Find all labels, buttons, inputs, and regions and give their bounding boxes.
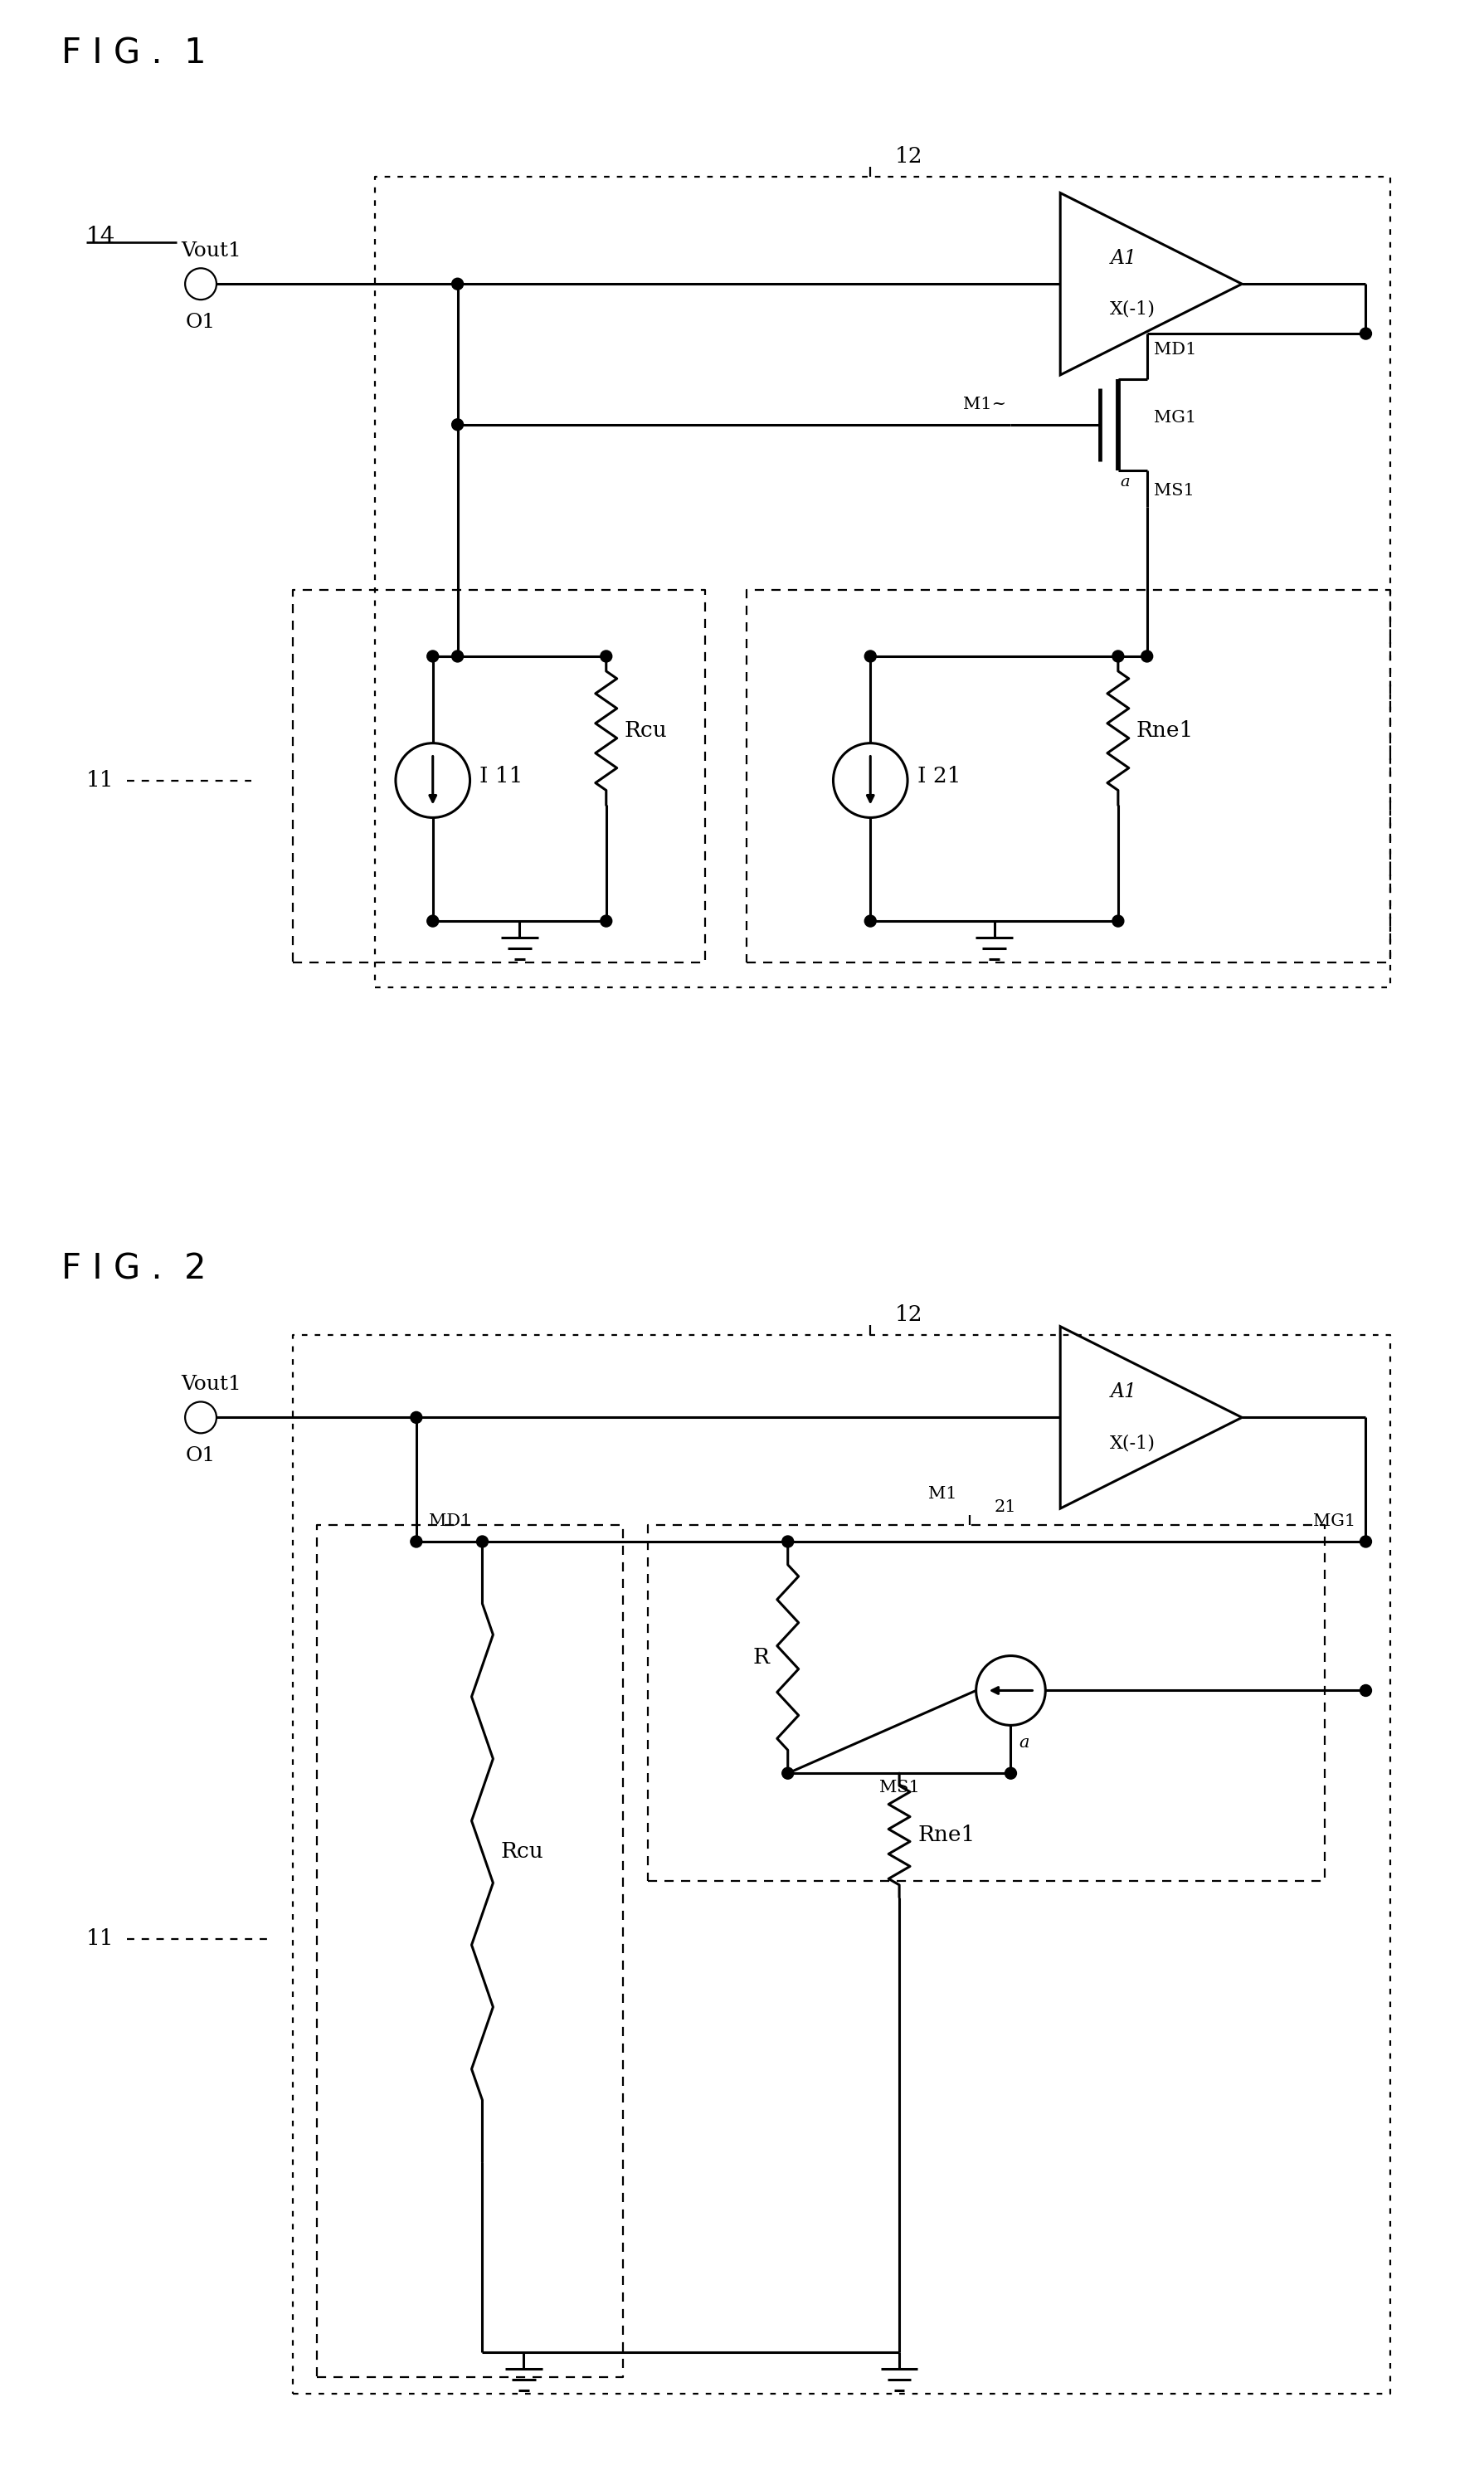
Text: MD1: MD1: [1153, 342, 1196, 357]
Circle shape: [865, 650, 876, 662]
Text: I 11: I 11: [479, 766, 524, 786]
Text: a: a: [1120, 474, 1129, 489]
Text: MS1: MS1: [879, 1781, 920, 1796]
Text: X(-1): X(-1): [1110, 1433, 1156, 1453]
Text: A1: A1: [1110, 248, 1137, 268]
Text: MD1: MD1: [429, 1513, 472, 1530]
Text: Vout1: Vout1: [181, 241, 242, 260]
Text: M1~: M1~: [963, 397, 1006, 412]
Circle shape: [782, 1535, 794, 1548]
Text: R: R: [754, 1647, 770, 1667]
Text: 14: 14: [86, 226, 116, 248]
Text: X(-1): X(-1): [1110, 300, 1156, 317]
Circle shape: [601, 915, 611, 928]
Circle shape: [1113, 915, 1123, 928]
Circle shape: [411, 1535, 421, 1548]
Text: O1: O1: [186, 1446, 215, 1466]
Circle shape: [427, 650, 439, 662]
Text: 21: 21: [994, 1500, 1017, 1515]
Circle shape: [1141, 650, 1153, 662]
Circle shape: [411, 1411, 421, 1424]
Text: Rcu: Rcu: [500, 1843, 543, 1862]
Text: 11: 11: [86, 769, 114, 791]
Text: 11: 11: [86, 1929, 114, 1949]
Circle shape: [451, 650, 463, 662]
Text: I 21: I 21: [917, 766, 962, 786]
Circle shape: [1113, 650, 1123, 662]
Text: Rne1: Rne1: [917, 1825, 975, 1845]
Text: 12: 12: [895, 1304, 923, 1324]
Text: MS1: MS1: [1153, 484, 1195, 498]
Text: a: a: [1020, 1736, 1030, 1751]
Circle shape: [1359, 1684, 1371, 1696]
Text: Vout1: Vout1: [181, 1376, 242, 1394]
Circle shape: [476, 1535, 488, 1548]
Text: F I G .  2: F I G . 2: [61, 1252, 206, 1287]
Text: A1: A1: [1110, 1381, 1137, 1401]
Circle shape: [427, 915, 439, 928]
Text: F I G .  1: F I G . 1: [61, 35, 206, 69]
Text: 12: 12: [895, 146, 923, 166]
Circle shape: [451, 278, 463, 290]
Text: MG1: MG1: [1153, 409, 1196, 427]
Circle shape: [865, 915, 876, 928]
Circle shape: [601, 650, 611, 662]
Text: MG1: MG1: [1313, 1513, 1356, 1530]
Text: Rcu: Rcu: [625, 719, 668, 742]
Circle shape: [1005, 1768, 1017, 1778]
Text: Rne1: Rne1: [1137, 719, 1193, 742]
Text: O1: O1: [186, 312, 215, 332]
Circle shape: [1359, 327, 1371, 340]
Text: M1: M1: [928, 1486, 957, 1503]
Circle shape: [451, 419, 463, 432]
Circle shape: [782, 1768, 794, 1778]
Circle shape: [1359, 1535, 1371, 1548]
